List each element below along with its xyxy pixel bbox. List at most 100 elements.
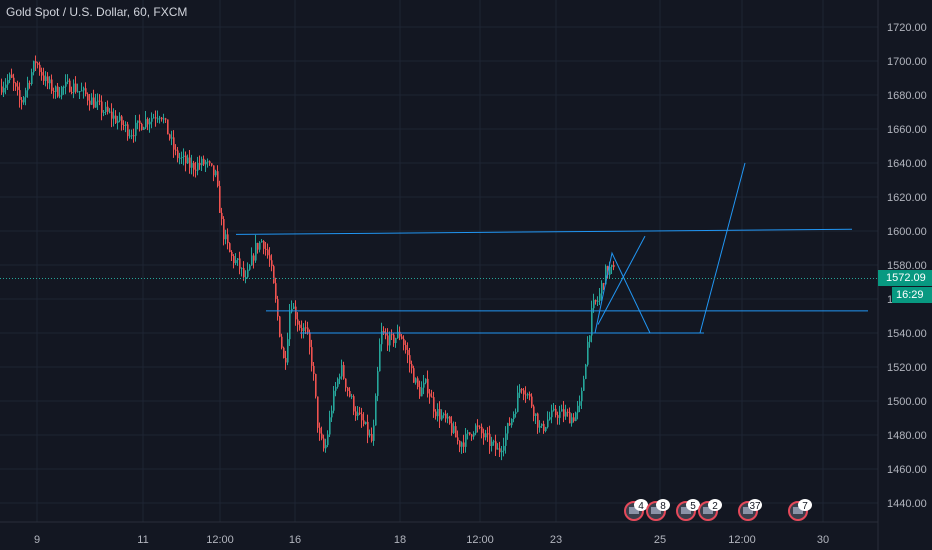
candle-body — [257, 242, 259, 250]
candle-body — [451, 423, 453, 433]
candle-body — [129, 135, 131, 137]
candle-body — [573, 417, 575, 421]
event-count-label: 2 — [712, 501, 718, 512]
candle-body — [223, 218, 225, 240]
candle-body — [561, 409, 563, 412]
event-marker[interactable]: 8 — [646, 499, 670, 521]
candle-body — [517, 392, 519, 412]
candle-body — [241, 268, 243, 270]
y-tick-label: 1480.00 — [887, 430, 927, 442]
candle-body — [279, 316, 281, 337]
event-marker[interactable]: 37 — [738, 499, 762, 521]
flag-icon-shape — [681, 507, 691, 514]
candle-body — [397, 331, 399, 339]
candlestick-series — [1, 55, 615, 461]
candle-body — [21, 99, 23, 103]
candle-body — [443, 413, 445, 416]
candle-body — [379, 344, 381, 372]
y-tick-label: 1700.00 — [887, 56, 927, 68]
event-marker[interactable]: 5 — [676, 499, 700, 521]
event-marker[interactable]: 4 — [624, 499, 648, 521]
candle-body — [297, 319, 299, 325]
candle-body — [215, 171, 217, 176]
candle-body — [351, 396, 353, 398]
candle-body — [425, 378, 427, 383]
candle-body — [3, 87, 5, 93]
candle-body — [439, 409, 441, 420]
candle-body — [249, 265, 251, 270]
drawing-tools[interactable] — [235, 162, 868, 334]
candle-body — [471, 434, 473, 437]
candle-body — [327, 434, 329, 446]
candle-body — [151, 118, 153, 122]
candle-body — [141, 123, 143, 130]
candle-body — [203, 158, 205, 165]
x-tick-label: 18 — [394, 534, 406, 546]
candle-body — [345, 378, 347, 388]
candle-body — [149, 121, 151, 125]
candle-body — [525, 394, 527, 396]
candle-body — [187, 157, 189, 164]
candle-body — [229, 243, 231, 252]
candle-body — [407, 349, 409, 356]
candle-body — [79, 91, 81, 93]
candle-body — [15, 83, 17, 87]
candle-body — [485, 433, 487, 438]
candle-body — [523, 390, 525, 395]
y-tick-label: 1680.00 — [887, 90, 927, 102]
candle-body — [89, 100, 91, 105]
candle-body — [317, 396, 319, 428]
projection-path-2 — [597, 235, 646, 325]
candle-body — [333, 390, 335, 411]
x-tick-label: 23 — [550, 534, 562, 546]
candle-body — [261, 240, 263, 243]
candle-body — [71, 91, 73, 93]
candle-body — [515, 411, 517, 415]
y-tick-label: 1600.00 — [887, 226, 927, 238]
candle-body — [9, 74, 11, 80]
candle-body — [329, 417, 331, 435]
candle-body — [163, 118, 165, 120]
projection-path-1 — [594, 162, 746, 334]
candle-body — [51, 79, 53, 91]
candle-body — [165, 118, 167, 120]
candle-body — [417, 378, 419, 388]
candle-body — [497, 448, 499, 450]
candle-body — [195, 169, 197, 171]
candle-body — [29, 82, 31, 85]
candle-body — [213, 165, 215, 176]
candle-body — [201, 158, 203, 166]
event-marker[interactable]: 2 — [698, 499, 722, 521]
candle-body — [87, 94, 89, 101]
candle-body — [371, 434, 373, 441]
candle-body — [155, 117, 157, 119]
candle-body — [357, 412, 359, 416]
candle-body — [61, 87, 63, 96]
event-marker[interactable]: 7 — [788, 499, 812, 521]
candle-body — [413, 368, 415, 383]
candle-body — [487, 433, 489, 435]
candle-body — [501, 450, 503, 453]
candle-body — [601, 283, 603, 294]
candle-body — [457, 437, 459, 441]
time-axis[interactable]: 9 11 12:00 16 18 12:00 23 25 12:00 30 — [0, 521, 878, 546]
candle-body — [491, 441, 493, 446]
candle-body — [131, 135, 133, 137]
candle-body — [157, 118, 159, 120]
candle-body — [353, 396, 355, 412]
event-count-badge — [686, 499, 700, 511]
candle-body — [337, 378, 339, 387]
y-tick-label: 1580.00 — [887, 260, 927, 272]
candle-body — [309, 332, 311, 348]
candle-body — [531, 396, 533, 407]
candle-body — [509, 423, 511, 426]
candle-body — [91, 97, 93, 105]
candle-body — [93, 97, 95, 108]
candle-body — [511, 418, 513, 426]
candle-body — [403, 338, 405, 345]
event-markers[interactable]: 4 8 5 2 37 7 — [624, 499, 812, 521]
candle-body — [175, 149, 177, 151]
candle-body — [483, 433, 485, 438]
